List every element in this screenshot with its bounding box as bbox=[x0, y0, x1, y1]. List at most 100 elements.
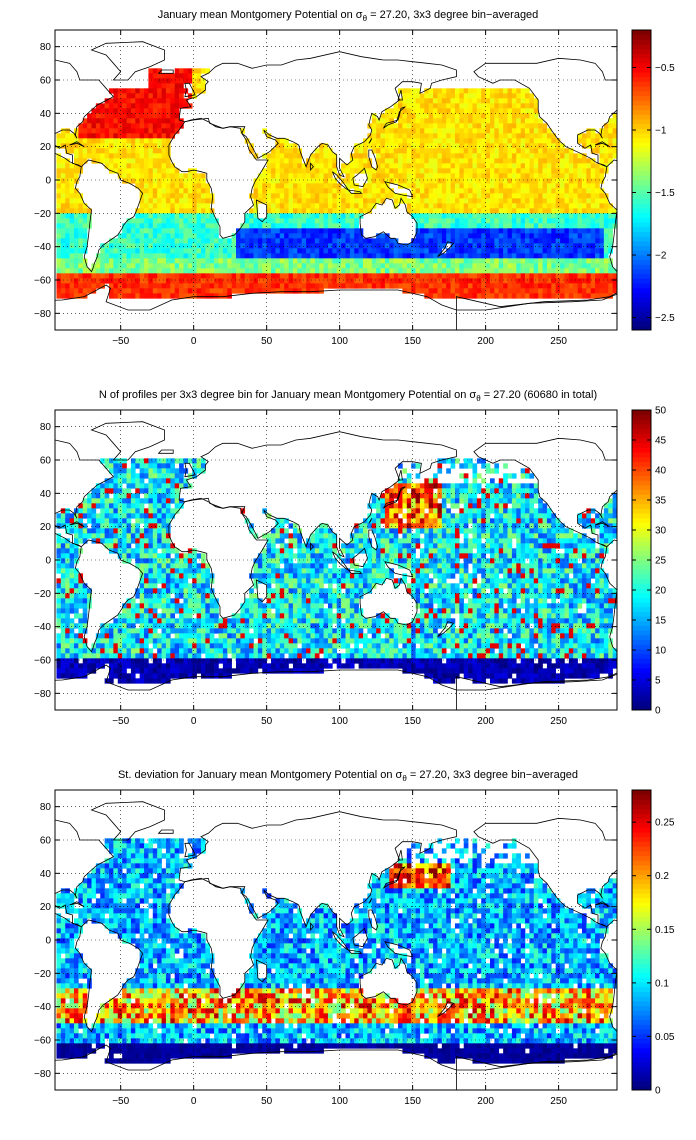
heatmap-cell bbox=[428, 103, 434, 109]
heatmap-cell bbox=[78, 583, 84, 589]
heatmap-cell bbox=[428, 138, 434, 144]
heatmap-cell bbox=[336, 283, 342, 289]
heatmap-cell bbox=[130, 113, 136, 119]
heatmap-cell bbox=[183, 228, 189, 234]
heatmap-cell bbox=[323, 253, 329, 259]
heatmap-cell bbox=[279, 223, 285, 229]
heatmap-cell bbox=[100, 268, 105, 274]
heatmap-cell bbox=[608, 153, 613, 159]
heatmap-cell bbox=[498, 218, 504, 224]
heatmap-cell bbox=[91, 508, 97, 514]
heatmap-cell bbox=[446, 163, 451, 169]
colorbar-swatch bbox=[632, 180, 651, 186]
heatmap-cell bbox=[384, 188, 390, 194]
heatmap-cell bbox=[82, 263, 88, 269]
heatmap-cell bbox=[468, 243, 473, 249]
heatmap-cell bbox=[126, 528, 132, 534]
heatmap-cell bbox=[538, 248, 543, 254]
heatmap-cell bbox=[148, 673, 154, 679]
heatmap-cell bbox=[82, 498, 88, 504]
heatmap-cell bbox=[419, 278, 425, 284]
heatmap-cell bbox=[428, 278, 434, 284]
heatmap-cell bbox=[573, 193, 578, 199]
heatmap-cell bbox=[60, 593, 66, 599]
heatmap-cell bbox=[78, 128, 84, 134]
heatmap-cell bbox=[266, 283, 272, 289]
heatmap-cell bbox=[126, 663, 132, 669]
heatmap-cell bbox=[209, 258, 215, 264]
heatmap-cell bbox=[262, 278, 267, 284]
heatmap-cell bbox=[196, 203, 202, 209]
heatmap-cell bbox=[516, 153, 521, 159]
heatmap-cell bbox=[144, 248, 149, 254]
heatmap-cell bbox=[419, 203, 425, 209]
heatmap-cell bbox=[113, 258, 119, 264]
heatmap-cell bbox=[520, 118, 526, 124]
heatmap-cell bbox=[139, 148, 145, 154]
heatmap-cell bbox=[292, 188, 298, 194]
heatmap-cell bbox=[69, 648, 75, 654]
heatmap-cell bbox=[454, 123, 460, 129]
heatmap-cell bbox=[275, 138, 281, 144]
heatmap-cell bbox=[135, 503, 140, 509]
heatmap-cell bbox=[292, 158, 298, 164]
heatmap-cell bbox=[174, 258, 180, 264]
heatmap-cell bbox=[380, 198, 386, 204]
heatmap-cell bbox=[152, 188, 158, 194]
heatmap-cell bbox=[314, 263, 320, 269]
heatmap-cell bbox=[472, 213, 478, 219]
heatmap-cell bbox=[389, 193, 394, 199]
heatmap-cell bbox=[266, 153, 272, 159]
heatmap-cell bbox=[437, 168, 443, 174]
heatmap-cell bbox=[494, 108, 500, 114]
heatmap-cell bbox=[69, 133, 75, 139]
heatmap-cell bbox=[564, 163, 570, 169]
heatmap-cell bbox=[60, 268, 66, 274]
heatmap-cell bbox=[117, 133, 123, 139]
heatmap-cell bbox=[297, 273, 302, 279]
x-tick-label: 50 bbox=[261, 336, 273, 347]
heatmap-cell bbox=[227, 238, 232, 244]
heatmap-cell bbox=[516, 243, 521, 249]
heatmap-cell bbox=[507, 293, 513, 299]
heatmap-cell bbox=[354, 233, 359, 239]
heatmap-cell bbox=[65, 673, 70, 679]
heatmap-cell bbox=[415, 243, 421, 249]
heatmap-cell bbox=[152, 98, 158, 104]
heatmap-cell bbox=[60, 583, 66, 589]
colorbar-tick-label: −1.5 bbox=[655, 188, 675, 199]
heatmap-cell bbox=[214, 273, 219, 279]
heatmap-cell bbox=[319, 168, 324, 174]
heatmap-cell bbox=[183, 208, 189, 214]
heatmap-cell bbox=[411, 93, 416, 99]
heatmap-cell bbox=[472, 133, 478, 139]
heatmap-cell bbox=[170, 258, 175, 264]
heatmap-cell bbox=[148, 668, 154, 674]
heatmap-cell bbox=[275, 278, 281, 284]
heatmap-cell bbox=[323, 268, 329, 274]
heatmap-cell bbox=[222, 283, 228, 289]
heatmap-cell bbox=[520, 163, 526, 169]
heatmap-cell bbox=[148, 558, 154, 564]
heatmap-cell bbox=[139, 133, 145, 139]
heatmap-cell bbox=[91, 648, 97, 654]
colorbar-swatch bbox=[632, 100, 651, 106]
heatmap-cell bbox=[323, 193, 329, 199]
heatmap-cell bbox=[468, 133, 473, 139]
heatmap-cell bbox=[542, 263, 548, 269]
heatmap-cell bbox=[165, 213, 171, 219]
heatmap-cell bbox=[279, 168, 285, 174]
heatmap-cell bbox=[144, 458, 149, 464]
heatmap-cell bbox=[139, 293, 145, 299]
heatmap-cell bbox=[468, 103, 473, 109]
heatmap-cell bbox=[174, 83, 180, 89]
heatmap-cell bbox=[415, 178, 421, 184]
heatmap-cell bbox=[144, 613, 149, 619]
heatmap-cell bbox=[380, 268, 386, 274]
heatmap-cell bbox=[122, 238, 127, 244]
heatmap-cell bbox=[148, 238, 154, 244]
heatmap-cell bbox=[327, 188, 333, 194]
heatmap-cell bbox=[69, 228, 75, 234]
heatmap-cell bbox=[161, 98, 167, 104]
heatmap-cell bbox=[560, 228, 565, 234]
